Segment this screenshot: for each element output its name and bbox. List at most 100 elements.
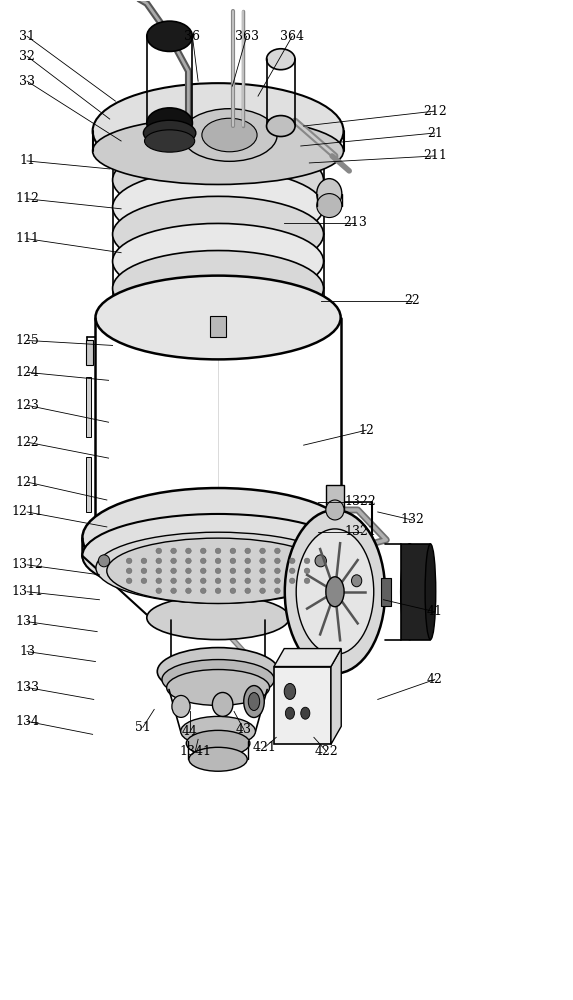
Ellipse shape	[274, 568, 280, 574]
Text: 131: 131	[15, 615, 39, 628]
Text: 32: 32	[19, 50, 35, 63]
Polygon shape	[331, 649, 342, 744]
Ellipse shape	[141, 568, 147, 574]
Text: 11: 11	[19, 154, 35, 167]
Ellipse shape	[180, 716, 256, 746]
Ellipse shape	[112, 278, 324, 353]
Ellipse shape	[141, 558, 147, 564]
Text: 21: 21	[427, 127, 443, 140]
Ellipse shape	[83, 515, 354, 597]
Text: 22: 22	[404, 294, 420, 307]
Ellipse shape	[304, 558, 310, 564]
Ellipse shape	[156, 558, 162, 564]
Ellipse shape	[171, 548, 176, 554]
Ellipse shape	[245, 568, 250, 574]
Text: 1341: 1341	[179, 745, 211, 758]
Bar	[380, 578, 391, 606]
Ellipse shape	[244, 686, 264, 717]
Ellipse shape	[289, 558, 295, 564]
Ellipse shape	[112, 115, 324, 191]
Bar	[326, 485, 344, 510]
Ellipse shape	[186, 588, 191, 594]
Text: 121: 121	[15, 476, 39, 489]
Ellipse shape	[202, 118, 257, 152]
Text: 36: 36	[185, 30, 201, 43]
Ellipse shape	[326, 500, 344, 520]
Text: 43: 43	[236, 723, 252, 736]
Ellipse shape	[165, 551, 180, 569]
Ellipse shape	[172, 695, 190, 717]
Ellipse shape	[182, 109, 277, 161]
Ellipse shape	[126, 568, 132, 574]
Text: 422: 422	[315, 745, 338, 758]
Text: 122: 122	[15, 436, 39, 449]
Ellipse shape	[201, 578, 206, 584]
Ellipse shape	[260, 558, 265, 564]
Ellipse shape	[315, 555, 327, 567]
Ellipse shape	[215, 588, 221, 594]
Text: 132: 132	[400, 513, 424, 526]
Ellipse shape	[112, 142, 324, 218]
Ellipse shape	[157, 648, 279, 695]
Text: 1311: 1311	[11, 585, 43, 598]
Text: 421: 421	[253, 741, 277, 754]
Ellipse shape	[171, 568, 176, 574]
Ellipse shape	[313, 551, 328, 569]
Ellipse shape	[156, 568, 162, 574]
Ellipse shape	[230, 588, 236, 594]
Ellipse shape	[108, 551, 123, 569]
Text: 1312: 1312	[11, 558, 43, 571]
Ellipse shape	[230, 578, 236, 584]
Ellipse shape	[201, 568, 206, 574]
Ellipse shape	[96, 276, 341, 359]
Bar	[87, 340, 93, 365]
Ellipse shape	[213, 692, 233, 716]
Ellipse shape	[215, 548, 221, 554]
Text: 42: 42	[427, 673, 443, 686]
Ellipse shape	[304, 568, 310, 574]
Ellipse shape	[285, 707, 295, 719]
Ellipse shape	[186, 558, 191, 564]
Ellipse shape	[147, 21, 193, 51]
Text: 124: 124	[15, 366, 39, 379]
Text: 31: 31	[19, 30, 35, 43]
Ellipse shape	[186, 568, 191, 574]
Ellipse shape	[289, 578, 295, 584]
Ellipse shape	[215, 558, 221, 564]
Text: 1322: 1322	[345, 495, 376, 508]
Text: 51: 51	[135, 721, 151, 734]
Ellipse shape	[260, 578, 265, 584]
Text: 212: 212	[423, 105, 446, 118]
Ellipse shape	[266, 116, 295, 137]
Text: 13: 13	[19, 645, 35, 658]
Ellipse shape	[260, 588, 265, 594]
Text: 211: 211	[423, 149, 447, 162]
Ellipse shape	[162, 660, 274, 699]
Ellipse shape	[289, 568, 295, 574]
Ellipse shape	[93, 83, 344, 179]
Ellipse shape	[248, 693, 260, 711]
Ellipse shape	[274, 578, 280, 584]
Ellipse shape	[215, 568, 221, 574]
Ellipse shape	[126, 558, 132, 564]
Ellipse shape	[245, 551, 260, 569]
Text: 33: 33	[19, 75, 35, 88]
Ellipse shape	[156, 548, 162, 554]
Ellipse shape	[260, 548, 265, 554]
Ellipse shape	[171, 558, 176, 564]
Ellipse shape	[83, 488, 354, 588]
Ellipse shape	[186, 730, 250, 756]
Ellipse shape	[141, 578, 147, 584]
Text: 111: 111	[15, 232, 39, 245]
Ellipse shape	[245, 588, 250, 594]
Ellipse shape	[266, 49, 295, 70]
Ellipse shape	[304, 578, 310, 584]
Ellipse shape	[317, 179, 342, 209]
Ellipse shape	[186, 578, 191, 584]
Ellipse shape	[96, 496, 341, 580]
Ellipse shape	[201, 558, 206, 564]
Ellipse shape	[274, 558, 280, 564]
Text: 1211: 1211	[11, 505, 43, 518]
Ellipse shape	[171, 588, 176, 594]
Text: 125: 125	[15, 334, 39, 347]
